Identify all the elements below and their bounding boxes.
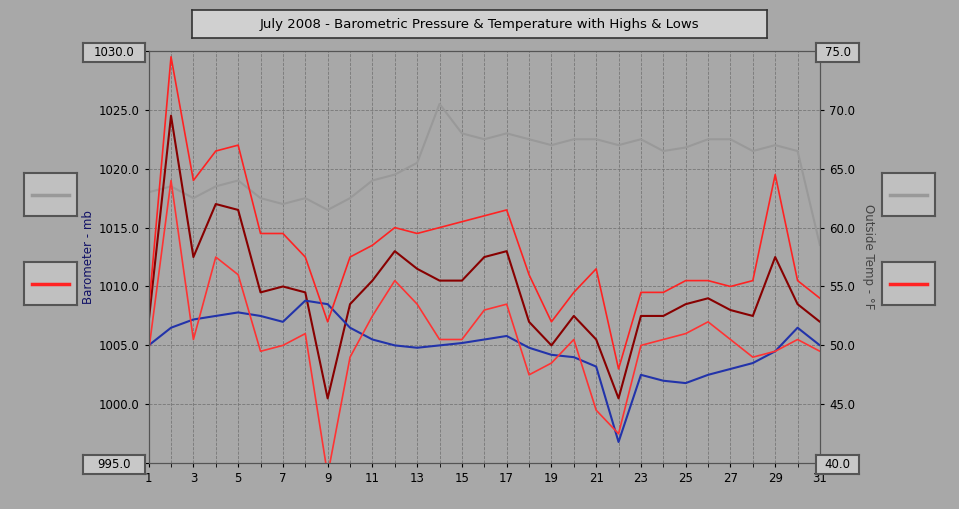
Y-axis label: Barometer - mb: Barometer - mb — [82, 210, 95, 304]
Text: 40.0: 40.0 — [825, 458, 851, 471]
Y-axis label: Outside Temp - °F: Outside Temp - °F — [862, 204, 875, 310]
Text: 75.0: 75.0 — [825, 46, 851, 59]
Text: July 2008 - Barometric Pressure & Temperature with Highs & Lows: July 2008 - Barometric Pressure & Temper… — [260, 18, 699, 31]
Text: 1030.0: 1030.0 — [94, 46, 134, 59]
Text: 995.0: 995.0 — [98, 458, 130, 471]
